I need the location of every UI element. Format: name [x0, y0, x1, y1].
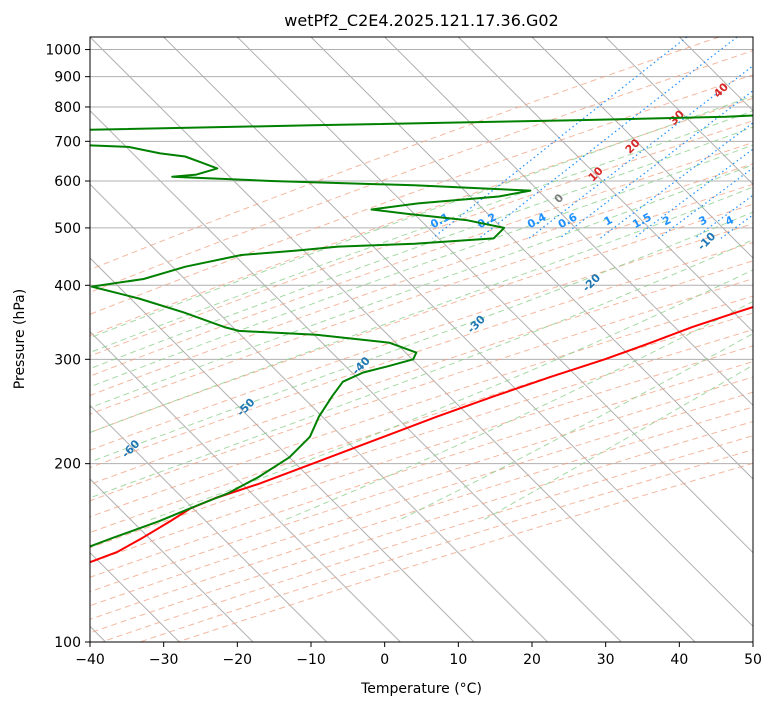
moist-adiabat-line [481, 364, 753, 522]
dry-adiabat-line [90, 278, 753, 502]
dry-adiabat-line [90, 391, 753, 607]
isotherm-line [384, 37, 753, 407]
dry-adiabat-line [90, 74, 753, 315]
mixing-ratio-line [599, 122, 753, 239]
mixing-ratio-label: 2 [660, 213, 673, 228]
dry-adiabat-label: 0 [552, 191, 567, 206]
x-tick-label: 30 [597, 652, 615, 668]
moist-adiabat-line [90, 144, 753, 388]
x-tick-label: −10 [296, 652, 326, 668]
isotherm-line [752, 37, 753, 38]
y-tick-label: 100 [54, 635, 81, 651]
isotherm-line [678, 37, 753, 112]
x-tick-label: 20 [523, 652, 541, 668]
chart-title: wetPf2_C2E4.2025.121.17.36.G02 [284, 11, 558, 31]
y-tick-label: 1000 [45, 43, 81, 59]
isotherm-line [163, 37, 753, 628]
temperature-profile [90, 306, 753, 564]
isotherm-line [90, 109, 622, 642]
y-tick-label: 500 [54, 221, 81, 237]
mixing-ratio-line [478, 37, 738, 239]
isotherm-line [90, 257, 475, 642]
dry-adiabat-line [90, 142, 753, 377]
y-tick-label: 700 [54, 134, 81, 150]
mixing-ratio-line [720, 214, 753, 239]
y-axis-label: Pressure (hPa) [12, 289, 28, 389]
dry-adiabat-line [90, 163, 753, 396]
isotherm-line [310, 37, 753, 480]
dry-adiabat-line [90, 329, 753, 549]
dry-adiabat-line [177, 462, 753, 642]
isotherm-line [90, 404, 328, 642]
y-axis: 100 200 300 400 500 600 700 800 900 1000 [45, 43, 90, 651]
moist-adiabat-line [90, 164, 753, 409]
isotherm-line [605, 37, 753, 186]
plot-area: 0.10.20.40.611.52346810131620253036-100-… [4, 37, 775, 642]
isotherm-label: -50 [234, 396, 257, 419]
mixing-ratio-line [559, 89, 753, 239]
moist-adiabat-line [90, 95, 753, 339]
mixing-ratio-label: 1 [602, 213, 615, 228]
moist-adiabat-line [90, 239, 753, 499]
x-tick-label: 40 [670, 652, 688, 668]
plot-frame [89, 36, 754, 643]
moist-adiabat-line [90, 110, 753, 354]
x-tick-label: −30 [149, 652, 179, 668]
mixing-ratio-line [528, 65, 753, 239]
x-tick-label: −40 [75, 652, 105, 668]
moist-adiabat-line [90, 186, 753, 434]
y-tick-label: 900 [54, 70, 81, 86]
mixing-ratio-line [658, 167, 753, 239]
x-axis: −40 −30 −20 −10 0 10 20 30 40 50 [75, 642, 762, 668]
isotherm-line [90, 330, 401, 642]
dry-adiabat-line [90, 120, 753, 357]
dry-adiabat-line [90, 183, 753, 415]
isotherm-line [90, 183, 549, 642]
dry-adiabat-line [90, 223, 753, 451]
mixing-ratio-label: 6 [762, 213, 775, 228]
y-tick-label: 400 [54, 278, 81, 294]
moist-adiabat-line [281, 300, 753, 522]
y-tick-label: 200 [54, 457, 81, 473]
dry-adiabat-line [90, 312, 753, 534]
isotherm-line [236, 37, 753, 554]
x-tick-label: 50 [744, 652, 762, 668]
mixing-ratio-line [760, 37, 775, 238]
isotherm-line [457, 37, 753, 333]
y-tick-label: 600 [54, 174, 81, 190]
y-tick-label: 300 [54, 352, 81, 368]
dry-adiabat-line [90, 50, 753, 293]
x-tick-label: 10 [449, 652, 467, 668]
dry-adiabat-line [90, 97, 753, 337]
x-axis-label: Temperature (°C) [360, 681, 482, 697]
y-tick-label: 800 [54, 100, 81, 116]
dry-adiabat-label: 20 [623, 136, 643, 156]
mixing-ratio-label: 4 [723, 213, 736, 228]
isotherm-line [90, 37, 696, 642]
moist-adiabat-line [146, 269, 753, 522]
mixing-ratio-label: 3 [697, 213, 710, 228]
isotherm-label: -60 [119, 437, 142, 460]
mixing-ratio-line [432, 37, 688, 239]
isotherm-label: -70 [4, 479, 27, 502]
moist-adiabat-line [90, 211, 753, 463]
x-tick-label: 0 [380, 652, 389, 668]
dry-adiabat-line [90, 260, 753, 485]
isotherm-line [531, 37, 753, 259]
dewpoint-profile [90, 114, 753, 548]
dry-adiabat-label: 40 [711, 80, 731, 100]
moist-adiabat-line [90, 126, 753, 370]
x-tick-label: −20 [223, 652, 253, 668]
isotherm-label: -10 [695, 229, 718, 252]
